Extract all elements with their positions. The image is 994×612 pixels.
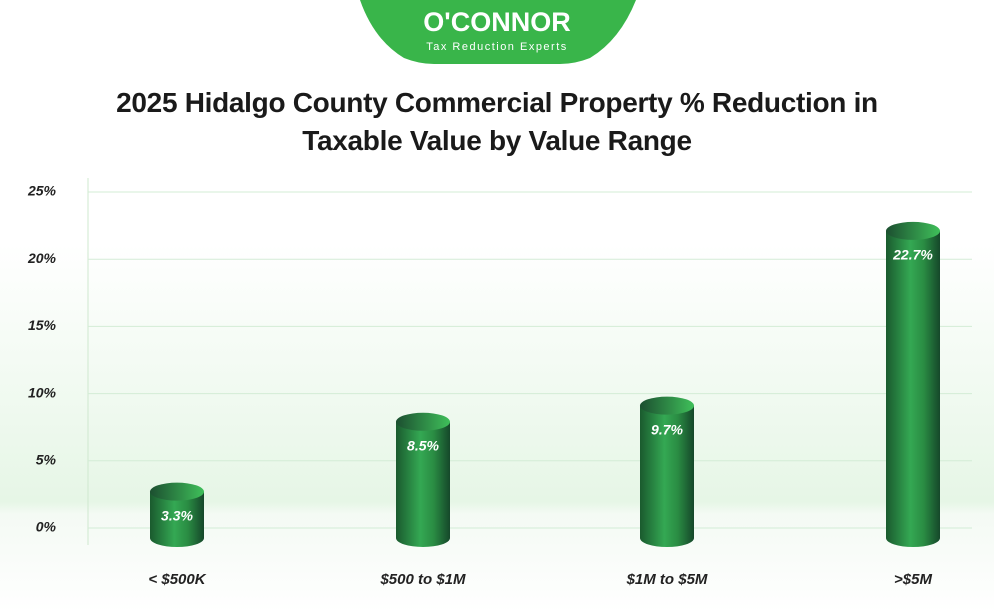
logo-tagline: Tax Reduction Experts — [426, 41, 568, 53]
bar — [396, 412, 450, 547]
bar-body — [640, 405, 694, 547]
bar-top — [886, 221, 940, 240]
logo-badge — [360, 0, 636, 64]
y-tick-label: 25% — [27, 183, 57, 199]
bar — [640, 396, 694, 547]
x-tick-label: >$5M — [894, 571, 932, 588]
bar-top — [640, 396, 694, 415]
bar-body — [150, 491, 204, 547]
bar-top — [396, 412, 450, 431]
x-tick-label: $1M to $5M — [626, 571, 708, 588]
y-tick-label: 5% — [36, 452, 57, 468]
bar — [886, 221, 940, 548]
y-tick-label: 0% — [36, 519, 57, 535]
bar — [150, 482, 204, 547]
value-label: 3.3% — [161, 507, 193, 523]
value-label: 22.7% — [892, 247, 933, 263]
bar-body — [886, 230, 940, 548]
chart-title: 2025 Hidalgo County Commercial Property … — [116, 87, 878, 156]
bar-body — [396, 421, 450, 547]
x-tick-label: < $500K — [148, 571, 206, 588]
y-tick-label: 10% — [28, 384, 57, 400]
y-tick-label: 15% — [28, 317, 57, 333]
x-tick-label: $500 to $1M — [379, 571, 466, 588]
value-label: 9.7% — [651, 421, 683, 437]
bar-top — [150, 482, 204, 501]
y-tick-label: 20% — [27, 250, 57, 266]
value-label: 8.5% — [407, 437, 439, 453]
logo-name: O'CONNOR — [423, 7, 570, 37]
